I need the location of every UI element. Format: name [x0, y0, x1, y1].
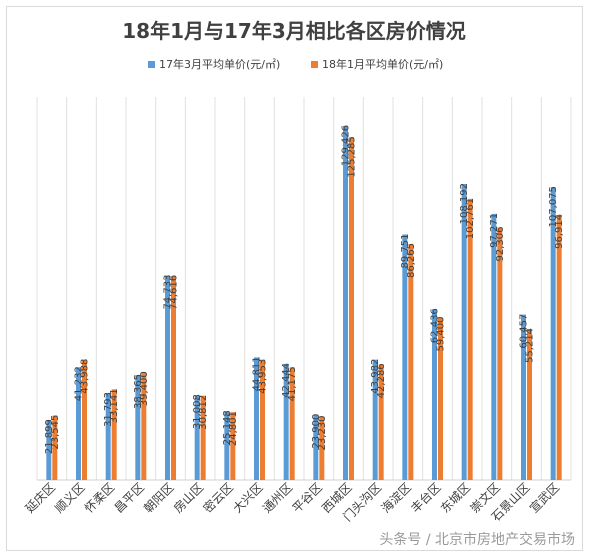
data-label-jan18-9: 23,230 — [317, 415, 328, 450]
data-label-jan18-1: 43,988 — [80, 359, 91, 394]
data-label-jan18-5: 30,812 — [198, 395, 209, 430]
chart-title: 18年1月与17年3月相比各区房价情况 — [122, 19, 466, 43]
data-label-mar17-11: 43,982 — [370, 359, 381, 394]
bar-jan18-0 — [52, 415, 58, 480]
bar-jan18-10 — [349, 137, 354, 480]
data-label-mar17-3: 38,365 — [133, 374, 144, 409]
category-label-6: 密云区 — [200, 480, 236, 516]
bar-mar17-0 — [46, 420, 52, 480]
data-label-jan18-6: 24,801 — [228, 411, 239, 446]
category-label-7: 大兴区 — [230, 480, 265, 515]
bar-jan18-16 — [527, 328, 532, 480]
category-labels: 延庆区顺义区怀柔区昌平区朝阳区房山区密云区大兴区通州区平谷区西城区门头沟区海淀区… — [23, 480, 563, 525]
legend-swatch-1 — [311, 61, 318, 68]
bar-jan18-12 — [408, 244, 414, 480]
bar-mar17-10 — [343, 125, 348, 481]
legend: 17年3月平均单价(元/㎡) 18年1月平均单价(元/㎡) — [148, 57, 443, 71]
bar-mar17-6 — [224, 411, 230, 480]
bar-jan18-6 — [230, 412, 236, 480]
data-label-jan18-16: 55,214 — [525, 328, 536, 363]
data-label-jan18-12: 86,265 — [406, 243, 417, 278]
data-label-mar17-6: 25,148 — [222, 410, 233, 445]
category-label-1: 顺义区 — [52, 480, 87, 515]
watermark: 头条号 / 北京市房地产交易市场 — [379, 532, 575, 548]
category-label-13: 丰台区 — [408, 480, 444, 516]
data-label-mar17-5: 31,008 — [192, 394, 203, 429]
bar-jan18-13 — [438, 317, 443, 480]
data-label-jan18-0: 23,545 — [50, 415, 61, 450]
data-label-mar17-9: 23,900 — [311, 414, 322, 449]
bar-mar17-12 — [402, 234, 408, 480]
data-label-mar17-17: 107,075 — [548, 186, 559, 227]
data-label-jan18-7: 43,953 — [258, 359, 269, 394]
bar-jan18-3 — [141, 372, 147, 480]
bar-mar17-8 — [283, 363, 289, 480]
legend-swatch-0 — [148, 61, 155, 68]
data-label-jan18-13: 59,400 — [436, 316, 447, 351]
category-label-14: 东城区 — [438, 480, 473, 515]
bar-mar17-7 — [254, 357, 259, 480]
data-label-mar17-13: 62,436 — [430, 308, 441, 343]
bar-jan18-7 — [260, 359, 265, 480]
bars — [46, 125, 562, 481]
data-label-mar17-8: 42,444 — [281, 363, 292, 398]
category-label-17: 宣武区 — [526, 480, 562, 516]
data-label-jan18-15: 92,306 — [495, 226, 506, 261]
bar-mar17-13 — [432, 309, 437, 480]
data-label-jan18-14: 102,761 — [465, 198, 476, 239]
bar-mar17-9 — [313, 414, 319, 480]
category-label-3: 昌平区 — [112, 480, 147, 515]
data-label-mar17-12: 89,751 — [400, 233, 411, 268]
bar-jan18-15 — [497, 227, 503, 480]
bar-jan18-9 — [319, 416, 325, 480]
data-label-mar17-10: 129,426 — [341, 125, 352, 166]
data-label-mar17-14: 108,192 — [459, 183, 470, 224]
legend-label-0: 17年3月平均单价(元/㎡) — [159, 57, 280, 71]
data-label-jan18-17: 96,914 — [554, 214, 565, 249]
bar-jan18-8 — [289, 367, 295, 480]
data-label-jan18-2: 33,141 — [109, 388, 120, 423]
bar-mar17-17 — [550, 187, 556, 480]
data-label-mar17-16: 60,457 — [519, 314, 530, 349]
data-label-jan18-8: 41,175 — [287, 366, 298, 401]
bar-mar17-16 — [521, 314, 526, 480]
bar-jan18-1 — [82, 359, 87, 480]
data-label-jan18-4: 74,616 — [169, 275, 180, 310]
data-label-jan18-3: 39,400 — [139, 371, 150, 406]
bar-jan18-4 — [171, 275, 176, 480]
category-label-9: 平谷区 — [290, 480, 325, 515]
chart-frame — [6, 6, 583, 551]
data-label-mar17-2: 31,793 — [103, 392, 114, 427]
data-label-mar17-1: 41,232 — [74, 366, 85, 401]
category-label-5: 房山区 — [170, 480, 206, 516]
bar-mar17-5 — [194, 395, 200, 480]
category-label-0: 延庆区 — [23, 480, 58, 515]
category-label-12: 海淀区 — [378, 480, 414, 516]
gridlines — [36, 97, 572, 481]
bar-jan18-14 — [467, 198, 473, 481]
bar-mar17-14 — [461, 184, 467, 481]
data-label-jan18-10: 125,285 — [347, 136, 358, 177]
bar-mar17-15 — [491, 213, 497, 480]
bar-jan18-5 — [200, 395, 206, 480]
data-label-mar17-15: 97,271 — [489, 213, 500, 248]
data-label-mar17-0: 21,899 — [44, 419, 55, 454]
bar-mar17-1 — [76, 367, 81, 480]
bar-mar17-3 — [135, 375, 141, 480]
bar-mar17-4 — [165, 275, 170, 480]
category-label-2: 怀柔区 — [82, 480, 117, 515]
data-label-mar17-4: 74,733 — [163, 275, 174, 310]
bar-jan18-2 — [111, 389, 117, 480]
category-label-8: 通州区 — [260, 480, 295, 515]
data-label-mar17-7: 44,811 — [252, 356, 263, 391]
bar-jan18-11 — [378, 364, 384, 480]
category-label-4: 朝阳区 — [141, 480, 176, 515]
bar-jan18-17 — [556, 214, 562, 481]
bar-mar17-2 — [105, 393, 111, 480]
bar-mar17-11 — [372, 359, 378, 480]
legend-label-1: 18年1月平均单价(元/㎡) — [322, 57, 443, 71]
data-label-jan18-11: 42,286 — [376, 363, 387, 398]
